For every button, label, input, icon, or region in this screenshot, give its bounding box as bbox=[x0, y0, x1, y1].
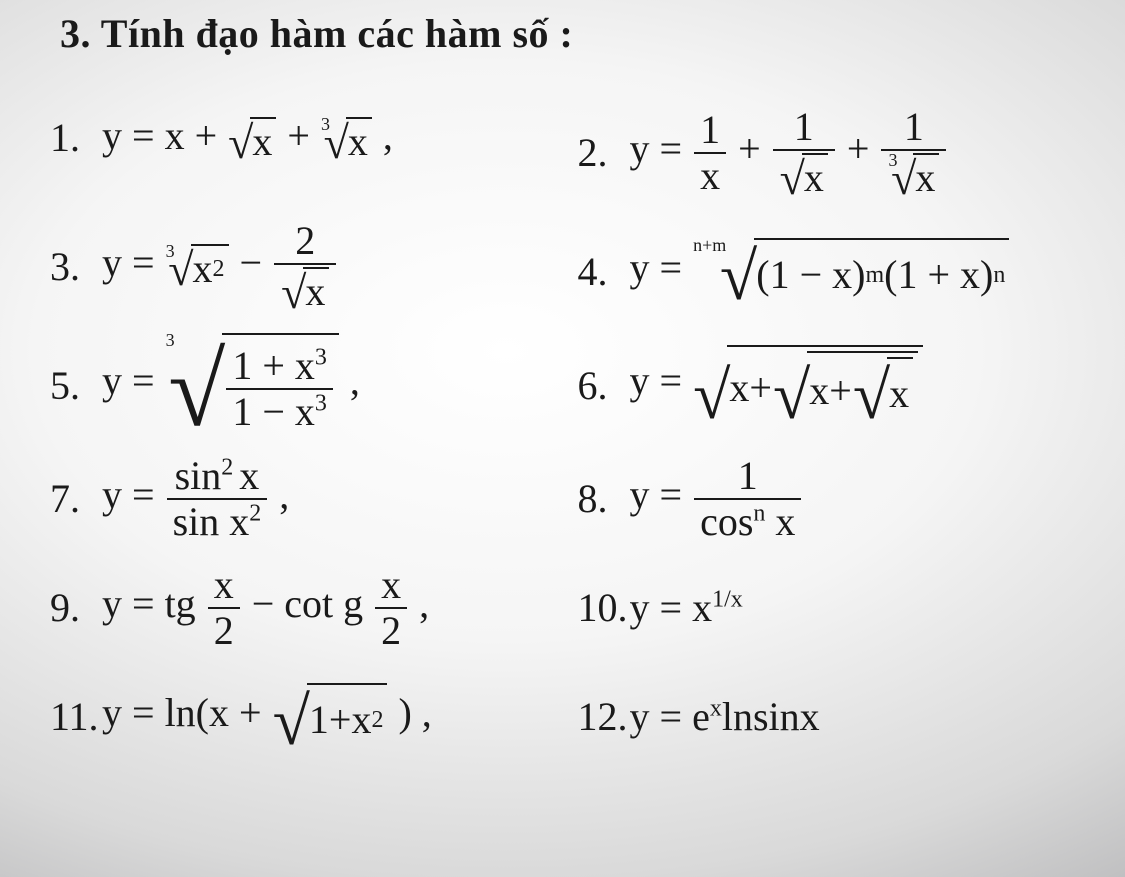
cbrt-icon: 3√ x2 bbox=[166, 244, 229, 290]
nroot-icon: n+m√ (1 − x)m (1 + x)n bbox=[693, 238, 1009, 306]
problem-6: 6. y = √ x + √ x + √x bbox=[578, 333, 1096, 437]
problem-number: 4. bbox=[578, 248, 630, 295]
problem-7: 7. y = sin2x sin x2 , bbox=[50, 451, 568, 546]
fraction: 1 x bbox=[694, 109, 726, 197]
problem-12: 12. y = exlnsinx bbox=[578, 669, 1096, 764]
problem-11: 11. y = ln(x + √ 1 + x2 ) , bbox=[50, 669, 568, 764]
sqrt-icon: √ 1 + x2 bbox=[273, 683, 388, 751]
fraction: 1 cosn x bbox=[694, 455, 801, 543]
fraction: x2 bbox=[208, 564, 240, 652]
equation: y = x + √x + 3√x , bbox=[102, 112, 393, 163]
fraction: 1 3√x bbox=[881, 106, 946, 200]
equation: y = n+m√ (1 − x)m (1 + x)n bbox=[630, 238, 1011, 306]
equation: y = exlnsinx bbox=[630, 693, 820, 740]
problem-10: 10. y = x1/x bbox=[578, 560, 1096, 655]
problem-number: 5. bbox=[50, 362, 102, 409]
problem-number: 12. bbox=[578, 693, 630, 740]
sqrt-icon: √ x + √ x + √x bbox=[693, 345, 923, 425]
cbrt-icon: 3√x bbox=[321, 117, 372, 163]
problem-number: 1. bbox=[50, 114, 102, 161]
fraction: 1 + x3 1 − x3 bbox=[226, 345, 333, 433]
problem-number: 7. bbox=[50, 475, 102, 522]
fraction: 1 √x bbox=[773, 106, 835, 200]
fraction: sin2x sin x2 bbox=[167, 455, 268, 543]
problem-2: 2. y = 1 x + 1 √x + 1 3√x bbox=[578, 105, 1096, 200]
problem-number: 11. bbox=[50, 693, 102, 740]
sqrt-icon: √x bbox=[228, 117, 276, 163]
problem-number: 10. bbox=[578, 584, 630, 631]
problem-3: 3. y = 3√ x2 − 2 √x bbox=[50, 214, 568, 319]
problem-9: 9. y = tg x2 − cot g x2 , bbox=[50, 560, 568, 655]
problem-number: 2. bbox=[578, 129, 630, 176]
problem-number: 8. bbox=[578, 475, 630, 522]
page: 3. Tính đạo hàm các hàm số : 1. y = x + … bbox=[0, 0, 1125, 877]
fraction: x2 bbox=[375, 564, 407, 652]
problem-grid: 1. y = x + √x + 3√x , 2. y = bbox=[0, 75, 1125, 764]
equation: y = 1 x + 1 √x + 1 3√x bbox=[630, 106, 949, 200]
equation: y = 3√ 1 + x3 1 − x3 , bbox=[102, 333, 360, 437]
equation: y = ln(x + √ 1 + x2 ) , bbox=[102, 683, 432, 751]
problem-5: 5. y = 3√ 1 + x3 1 − x3 , bbox=[50, 333, 568, 437]
problem-number: 9. bbox=[50, 584, 102, 631]
problem-8: 8. y = 1 cosn x bbox=[578, 451, 1096, 546]
problem-number: 3. bbox=[50, 243, 102, 290]
equation: y = tg x2 − cot g x2 , bbox=[102, 564, 429, 652]
problem-1: 1. y = x + √x + 3√x , bbox=[50, 75, 568, 200]
equation: y = √ x + √ x + √x bbox=[630, 345, 925, 425]
fraction: 2 √x bbox=[274, 220, 336, 314]
equation: y = x1/x bbox=[630, 584, 743, 631]
equation: y = 1 cosn x bbox=[630, 455, 804, 543]
problem-4: 4. y = n+m√ (1 − x)m (1 + x)n bbox=[578, 224, 1096, 319]
cbrt-icon: 3√ 1 + x3 1 − x3 bbox=[166, 333, 339, 437]
section-heading: 3. Tính đạo hàm các hàm số : bbox=[60, 10, 1125, 57]
equation: y = 3√ x2 − 2 √x bbox=[102, 220, 338, 314]
equation: y = sin2x sin x2 , bbox=[102, 455, 289, 543]
problem-number: 6. bbox=[578, 362, 630, 409]
